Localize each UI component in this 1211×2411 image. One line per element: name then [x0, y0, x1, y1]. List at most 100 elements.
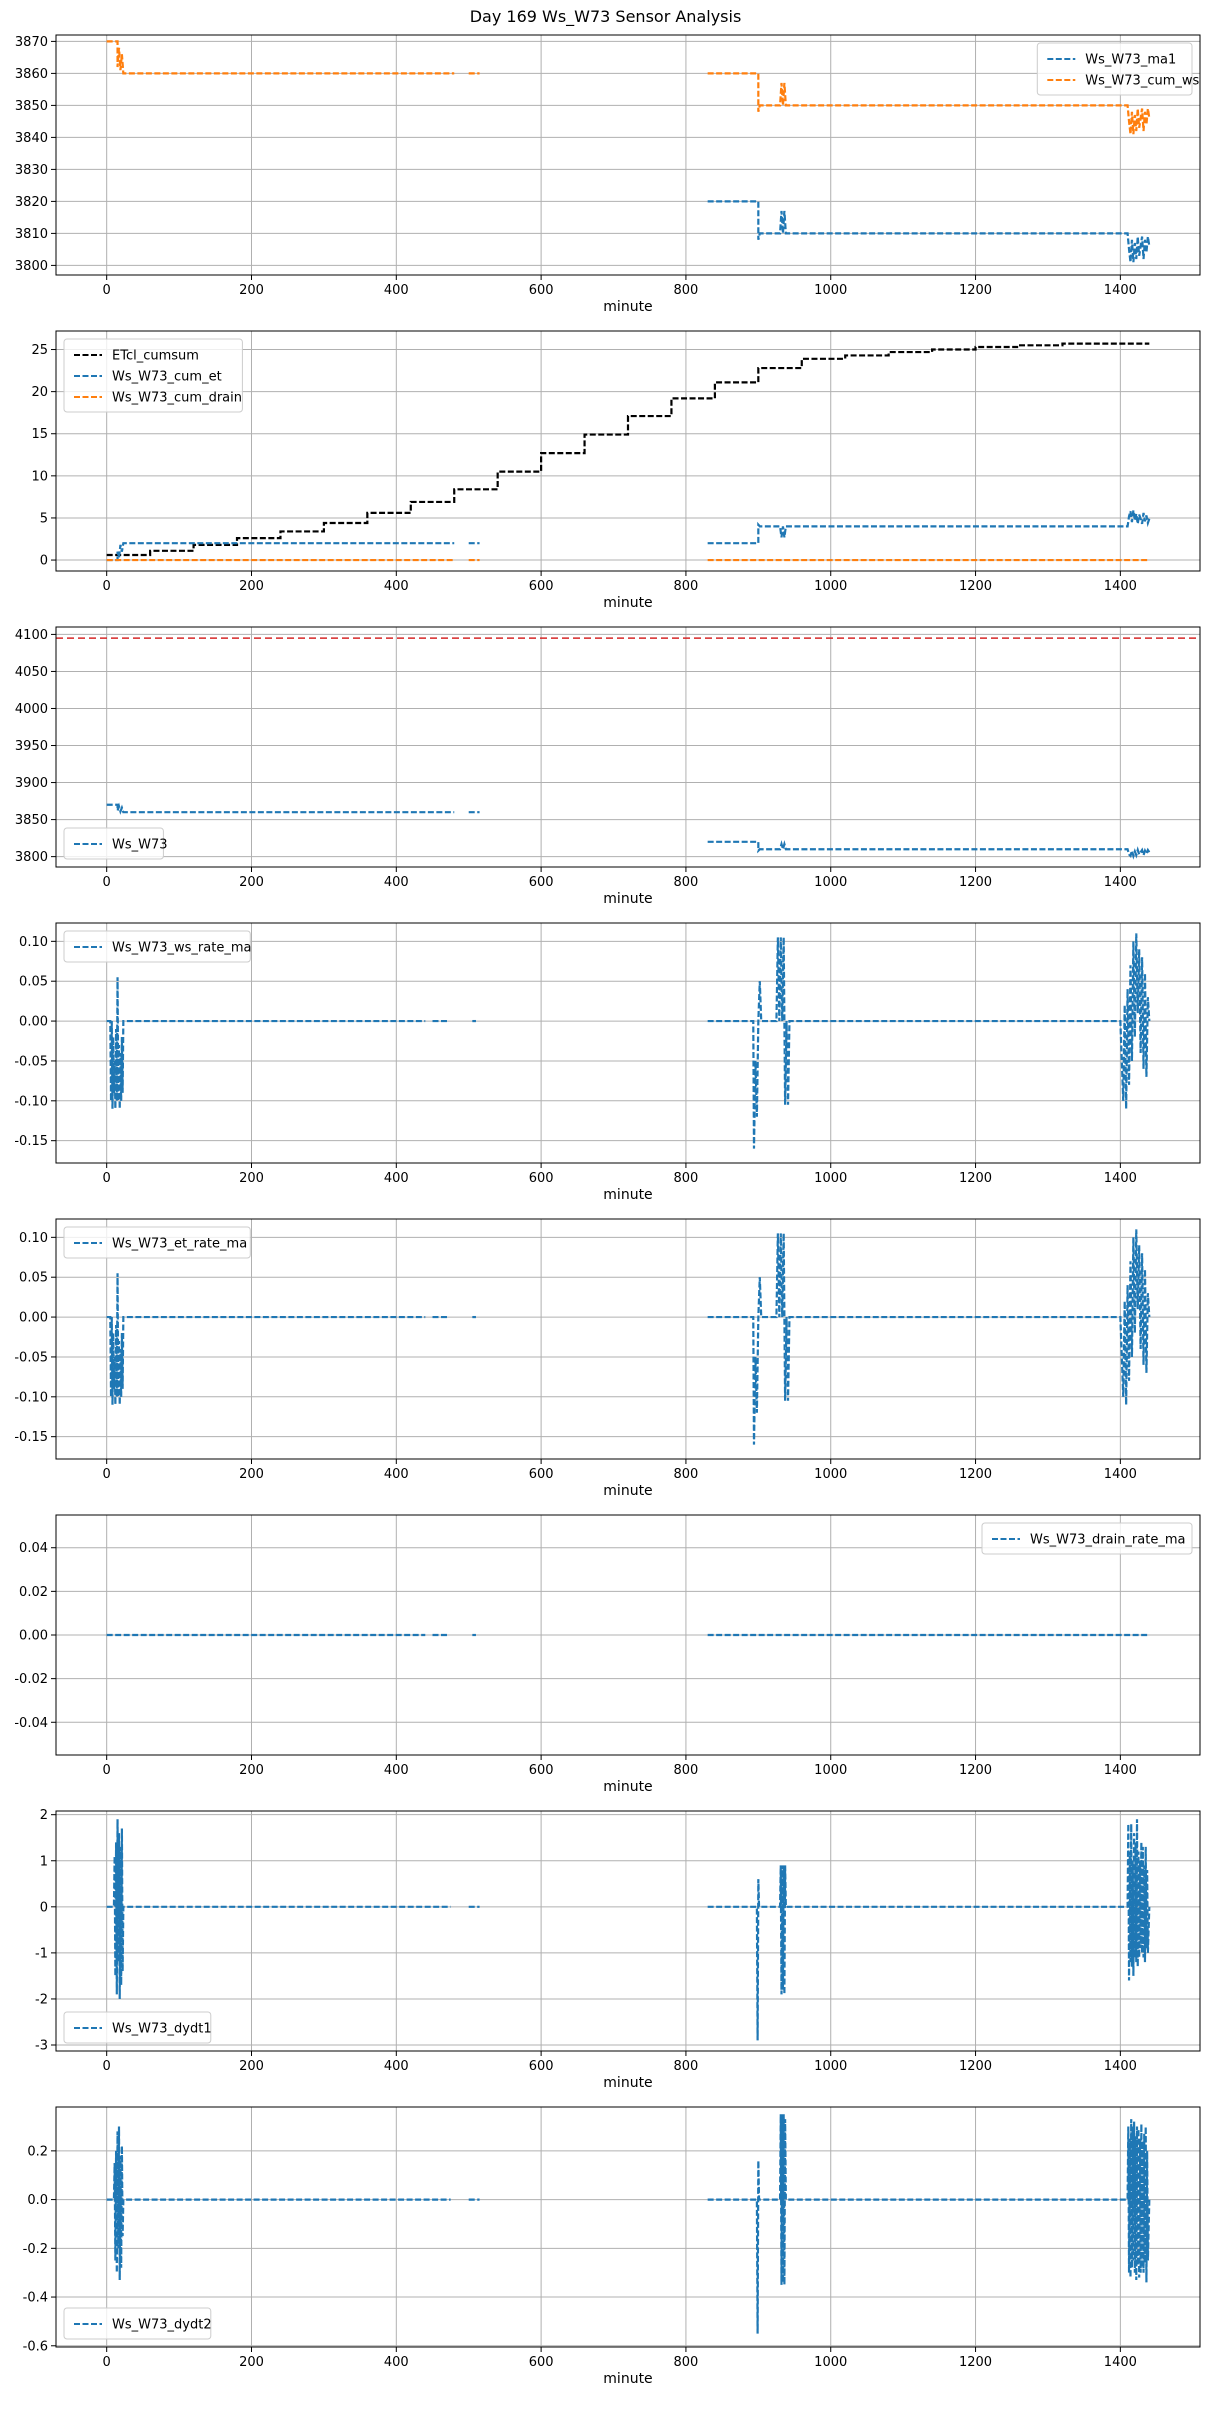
y-tick-label: 3820 — [15, 195, 48, 210]
y-tick-label: 0.10 — [19, 935, 48, 950]
x-tick-label: 400 — [384, 579, 409, 594]
x-tick-label: 200 — [239, 283, 264, 298]
legend-frame — [981, 1522, 1193, 1555]
x-tick-label: 1000 — [814, 1763, 847, 1778]
y-tick-label: 0.00 — [19, 1311, 48, 1326]
x-tick-label: 1400 — [1104, 2355, 1137, 2370]
legend-frame — [1036, 42, 1193, 96]
series-group — [106, 342, 1151, 562]
y-tick-label: 0.2 — [27, 2144, 48, 2159]
legend-frame — [63, 1226, 251, 1259]
x-tick-label: 800 — [674, 1763, 699, 1778]
x-axis-label: minute — [603, 1483, 652, 1499]
x-tick-label: 0 — [103, 1467, 111, 1482]
x-tick-label: 1400 — [1104, 579, 1137, 594]
series-line-ws-w73-ws-rate-ma — [106, 977, 426, 1109]
y-tick-label: -1 — [35, 1946, 48, 1961]
subplot-6: 0 200 400 600 800 1000 1200 1400 0.04 0.02 0.00 -0.… — [14, 1514, 1201, 1795]
series-group — [106, 40, 1151, 263]
x-tick-label: 400 — [384, 283, 409, 298]
x-axis-label: minute — [603, 1187, 652, 1203]
subplots: 0 200 400 600 800 1000 1200 1400380038103820383… — [14, 34, 1201, 2387]
x-tick-label: 800 — [674, 579, 699, 594]
x-tick-label: 400 — [384, 1171, 409, 1186]
y-tick-label: 0.0 — [27, 2193, 48, 2208]
series-line-ws-w73 — [707, 839, 1151, 860]
y-tick-label: 0 — [40, 1900, 48, 1915]
y-tick-label: 25 — [31, 343, 48, 358]
x-tick-label: 0 — [103, 283, 111, 298]
legend-label: Ws_W73_cum_drain — [112, 391, 242, 406]
x-tick-label: 0 — [103, 579, 111, 594]
x-axis-label: minute — [603, 595, 652, 611]
x-tick-label: 200 — [239, 2059, 264, 2074]
x-tick-label: 600 — [529, 1763, 554, 1778]
x-tick-label: 1200 — [959, 1467, 992, 1482]
subplot-5: 0 200 400 600 800 1000 1200 1400 0.10 0.05 0.00 -0.… — [14, 1218, 1201, 1499]
y-tick-label: 20 — [31, 385, 48, 400]
x-tick-label: 600 — [529, 1467, 554, 1482]
subplot-3: 0 200 400 600 800 1000 1200 1400 3800 3850 3900 395… — [15, 626, 1201, 907]
series-line-ws-w73-dydt1 — [106, 1819, 451, 1999]
axes-frame — [55, 1514, 1201, 1756]
x-tick-label: 1400 — [1104, 283, 1137, 298]
x-tick-label: 1400 — [1104, 2059, 1137, 2074]
y-tick-label: -0.10 — [14, 1390, 48, 1405]
axes-frame — [55, 330, 1201, 572]
x-tick-label: 400 — [384, 1467, 409, 1482]
legend: Ws_W73_et_rate_ma — [63, 1226, 251, 1259]
x-tick-label: 1400 — [1104, 1467, 1137, 1482]
x-tick-label: 0 — [103, 2059, 111, 2074]
x-tick-label: 1200 — [959, 579, 992, 594]
legend-frame — [63, 2307, 212, 2340]
x-tick-label: 1000 — [814, 1171, 847, 1186]
legend: Ws_W73_dydt1 — [63, 2011, 212, 2044]
x-tick-label: 200 — [239, 2355, 264, 2370]
y-tick-label: -3 — [35, 2039, 48, 2054]
legend-label: Ws_W73 — [112, 838, 168, 853]
series-group — [106, 802, 1151, 860]
y-tick-label: -2 — [35, 1992, 48, 2007]
legend-label: Ws_W73_cum_et — [112, 370, 222, 385]
x-tick-label: 400 — [384, 2059, 409, 2074]
legend: Ws_W73_dydt2 — [63, 2307, 212, 2340]
axes-frame — [55, 922, 1201, 1164]
y-tick-label: 4050 — [15, 665, 48, 680]
series-line-ws-w73-dydt1 — [707, 1819, 1151, 2041]
axes-frame — [55, 1810, 1201, 2052]
legend: Ws_W73_ws_rate_ma — [63, 930, 251, 963]
y-tick-label: -0.2 — [23, 2242, 48, 2257]
x-tick-label: 600 — [529, 1171, 554, 1186]
series-line-ws-w73-cum-et — [106, 542, 455, 562]
series-line-etcl-cumsum — [106, 342, 1150, 557]
subplot-2: 0 200 400 600 800 1000 1200 1400 0 5 10 15 20 25 minut… — [31, 330, 1201, 611]
y-tick-label: 0.00 — [19, 1629, 48, 1644]
x-axis-label: minute — [603, 2371, 652, 2387]
y-tick-label: 5 — [40, 511, 48, 526]
y-tick-label: 2 — [40, 1808, 48, 1823]
x-tick-label: 0 — [103, 2355, 111, 2370]
y-tick-label: 3950 — [15, 739, 48, 754]
x-tick-label: 600 — [529, 875, 554, 890]
y-tick-label: 3860 — [15, 67, 48, 82]
x-tick-label: 600 — [529, 579, 554, 594]
x-tick-label: 1400 — [1104, 1763, 1137, 1778]
x-tick-label: 800 — [674, 2059, 699, 2074]
series-group — [106, 2114, 1151, 2334]
axes-frame — [55, 626, 1201, 868]
y-tick-label: 0.05 — [19, 975, 48, 990]
y-tick-label: 3840 — [15, 131, 48, 146]
x-tick-label: 800 — [674, 1171, 699, 1186]
x-tick-label: 1200 — [959, 2355, 992, 2370]
y-tick-label: 3800 — [15, 259, 48, 274]
y-tick-label: -0.4 — [23, 2291, 48, 2306]
x-tick-label: 1400 — [1104, 1171, 1137, 1186]
y-tick-label: 3870 — [15, 35, 48, 50]
subplot-1: 0 200 400 600 800 1000 1200 1400 3800 3810 3820 383… — [15, 34, 1201, 315]
series-group — [106, 933, 1151, 1149]
y-tick-label: 10 — [31, 469, 48, 484]
legend: ETcl_cumsum Ws_W73_cum_et Ws_W73_cum_drain — [63, 338, 243, 413]
y-tick-label: 3800 — [15, 850, 48, 865]
y-tick-label: 0.00 — [19, 1015, 48, 1030]
